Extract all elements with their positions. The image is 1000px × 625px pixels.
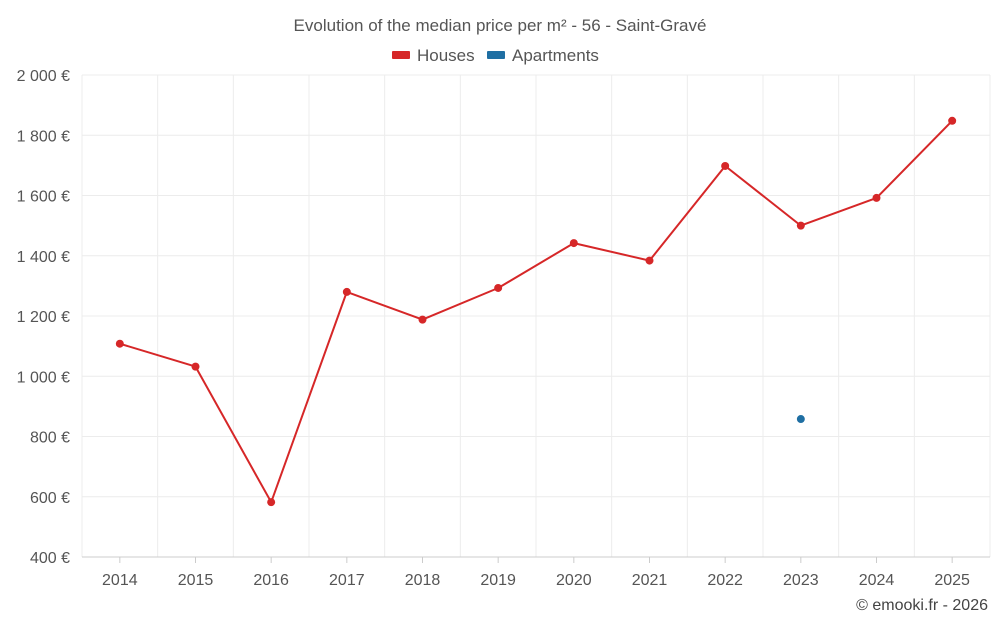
y-tick-label: 1 200 €	[17, 309, 70, 326]
x-tick-label: 2025	[934, 572, 970, 589]
data-point-houses-2017[interactable]	[342, 287, 351, 296]
y-tick-label: 1 400 €	[17, 249, 70, 266]
y-tick-label: 1 600 €	[17, 189, 70, 206]
series-houses	[115, 116, 957, 507]
legend-swatch-apartments	[487, 51, 505, 59]
x-tick-label: 2016	[253, 572, 289, 589]
legend-item-apartments[interactable]: Apartments	[487, 46, 599, 65]
credit-text: © emooki.fr - 2026	[856, 597, 988, 614]
y-tick-label: 2 000 €	[17, 68, 70, 85]
y-tick-label: 1 000 €	[17, 369, 70, 386]
y-tick-label: 600 €	[30, 490, 70, 507]
axes: 400 € 600 € 800 € 1 000 € 1 200 € 1 400 € 1 60…	[17, 68, 990, 589]
x-tick-label: 2014	[102, 572, 138, 589]
data-point-houses-2018[interactable]	[418, 315, 427, 324]
data-point-apartments-2023[interactable]	[796, 415, 805, 424]
plot-area	[115, 116, 957, 507]
y-tick-label: 400 €	[30, 550, 70, 567]
chart-title: Evolution of the median price per m² - 5…	[294, 16, 707, 35]
legend: Houses Apartments	[392, 46, 599, 65]
x-tick-label: 2023	[783, 572, 819, 589]
y-tick-label: 1 800 €	[17, 128, 70, 145]
data-point-houses-2020[interactable]	[569, 239, 578, 248]
data-point-houses-2024[interactable]	[872, 193, 881, 202]
data-point-houses-2023[interactable]	[796, 221, 805, 230]
legend-label-houses: Houses	[417, 46, 475, 65]
legend-item-houses[interactable]: Houses	[392, 46, 475, 65]
data-point-houses-2021[interactable]	[645, 256, 654, 265]
x-tick-label: 2021	[632, 572, 668, 589]
data-point-houses-2025[interactable]	[948, 116, 957, 125]
x-tick-label: 2024	[859, 572, 895, 589]
data-point-houses-2022[interactable]	[721, 161, 730, 170]
x-tick-label: 2022	[707, 572, 743, 589]
x-tick-label: 2017	[329, 572, 365, 589]
x-tick-label: 2015	[178, 572, 214, 589]
grid	[81, 74, 991, 557]
series-apartments	[796, 415, 805, 424]
legend-label-apartments: Apartments	[512, 46, 599, 65]
x-tick-label: 2019	[480, 572, 516, 589]
data-point-houses-2016[interactable]	[267, 498, 276, 507]
data-point-houses-2015[interactable]	[191, 362, 200, 371]
series-line-houses	[119, 120, 953, 504]
data-point-houses-2014[interactable]	[115, 339, 124, 348]
x-tick-label: 2020	[556, 572, 592, 589]
y-tick-label: 800 €	[30, 430, 70, 447]
data-point-houses-2019[interactable]	[494, 283, 503, 292]
x-tick-label: 2018	[405, 572, 441, 589]
legend-swatch-houses	[392, 51, 410, 59]
